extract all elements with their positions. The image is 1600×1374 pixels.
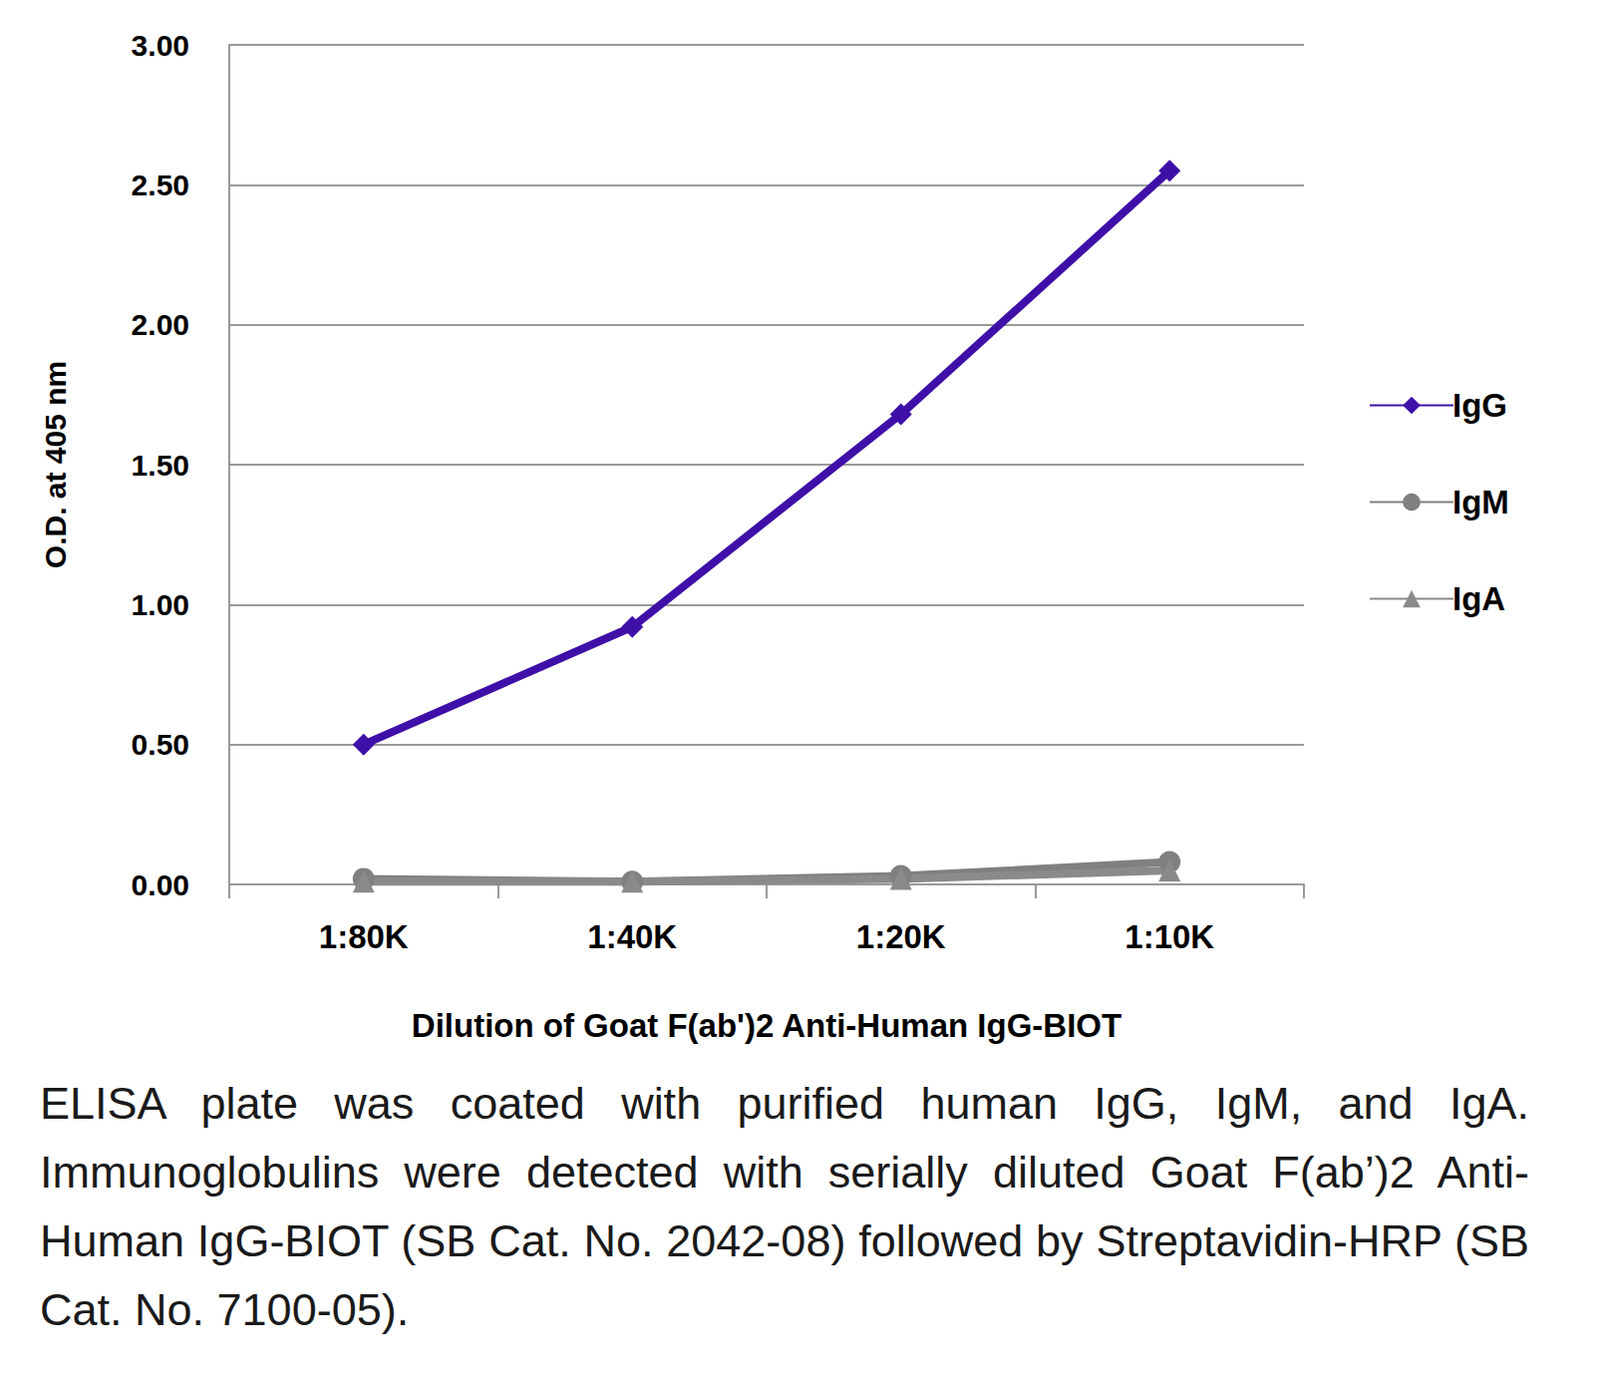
svg-text:O.D. at 405 nm: O.D. at 405 nm xyxy=(38,360,72,569)
svg-text:1.00: 1.00 xyxy=(131,588,190,622)
svg-text:1:40K: 1:40K xyxy=(587,918,677,956)
svg-text:IgA: IgA xyxy=(1452,580,1506,618)
html-text:ELISA plate was coated with pu: ELISA plate was coated with purified hum… xyxy=(39,1077,1530,1335)
svg-text:1.50: 1.50 xyxy=(131,448,190,482)
svg-text:3.00: 3.00 xyxy=(131,28,190,62)
svg-text:IgM: IgM xyxy=(1452,483,1510,521)
svg-text:1:80K: 1:80K xyxy=(319,918,409,956)
svg-text:IgG: IgG xyxy=(1452,386,1508,424)
svg-text:0.50: 0.50 xyxy=(131,727,190,761)
svg-text:Dilution of Goat F(ab')2 Anti-: Dilution of Goat F(ab')2 Anti-Human IgG-… xyxy=(411,1006,1122,1044)
svg-text:2.50: 2.50 xyxy=(131,168,190,202)
svg-text:1:20K: 1:20K xyxy=(856,918,947,956)
svg-text:2.00: 2.00 xyxy=(131,308,190,341)
svg-text:0.00: 0.00 xyxy=(131,868,190,902)
svg-text:1:10K: 1:10K xyxy=(1124,918,1215,956)
